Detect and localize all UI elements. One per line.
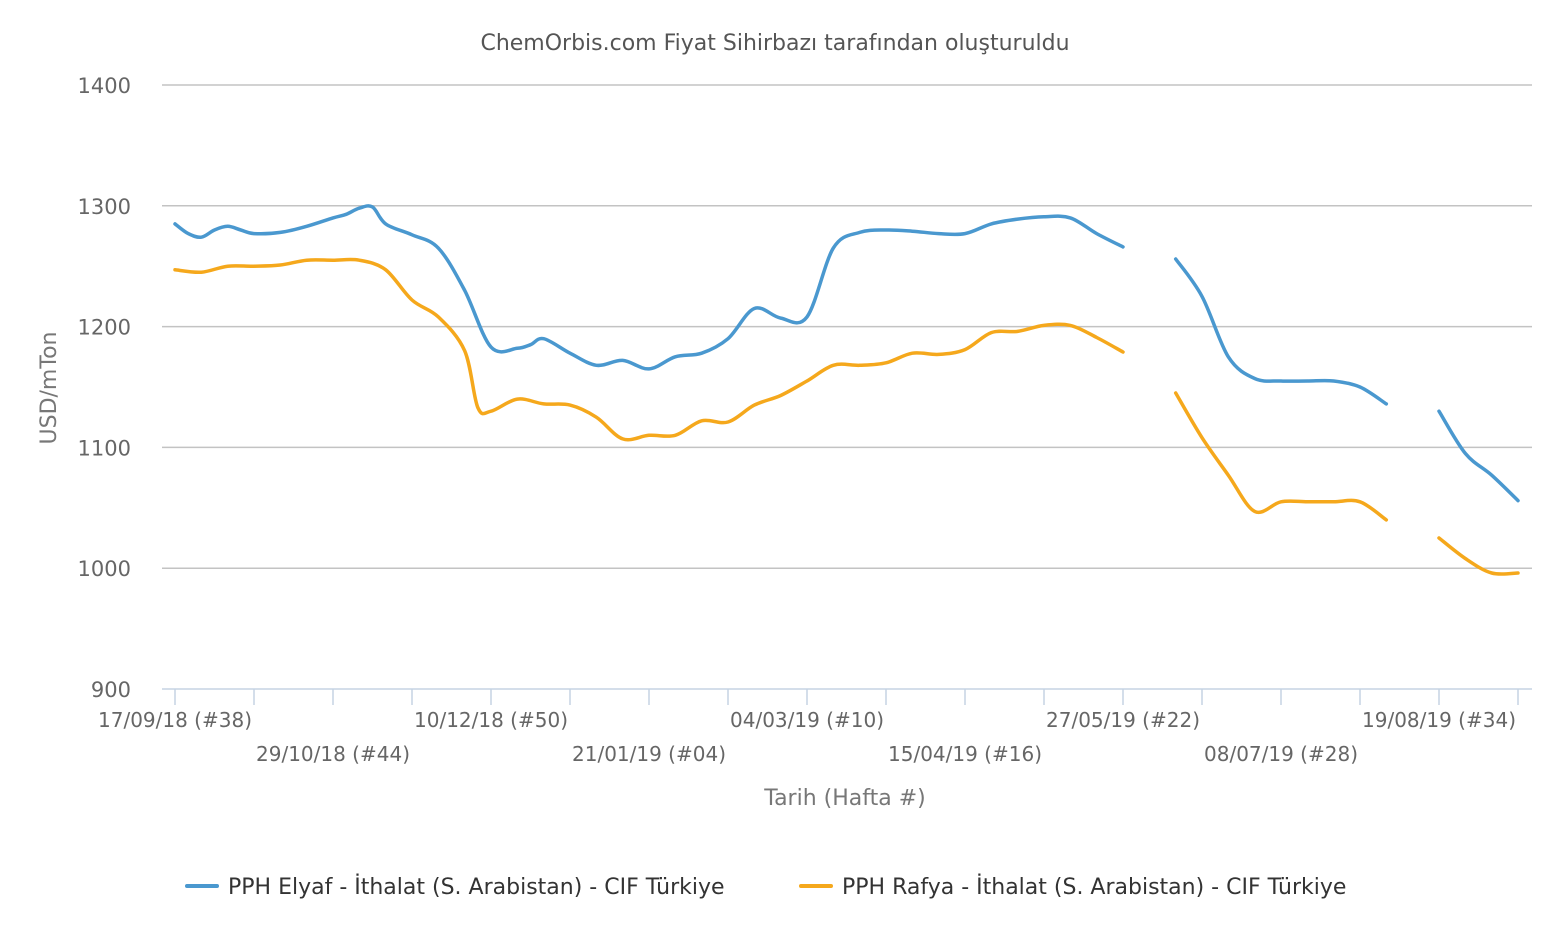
series-2-line-segment-3 <box>1437 536 1520 576</box>
x-tick-label: 21/01/19 (#04) <box>572 742 726 766</box>
x-tick-label: 19/08/19 (#34) <box>1362 708 1516 732</box>
y-axis-title: USD/mTon <box>37 332 62 445</box>
x-tick-label: 10/12/18 (#50) <box>414 708 568 732</box>
gridlines <box>162 84 1532 569</box>
chart-subtitle: ChemOrbis.com Fiyat Sihirbazı tarafından… <box>480 31 1069 56</box>
legend-item-rafya[interactable]: PPH Rafya - İthalat (S. Arabistan) - CIF… <box>799 874 1346 900</box>
legend-label-rafya: PPH Rafya - İthalat (S. Arabistan) - CIF… <box>842 874 1346 900</box>
series-1-line-segment-2 <box>1173 257 1389 406</box>
y-tick-label: 900 <box>91 678 131 702</box>
legend: PPH Elyaf - İthalat (S. Arabistan) - CIF… <box>185 874 1346 900</box>
y-tick-label: 1300 <box>78 195 131 219</box>
x-tick-label: 08/07/19 (#28) <box>1204 742 1358 766</box>
x-tick-label: 29/10/18 (#44) <box>256 742 410 766</box>
series-1-line-segment-3 <box>1437 409 1520 503</box>
x-tick-label: 04/03/19 (#10) <box>730 708 884 732</box>
x-axis-ticks: 17/09/18 (#38)29/10/18 (#44)10/12/18 (#5… <box>98 689 1519 766</box>
series-lines <box>173 204 1520 576</box>
x-tick-label: 17/09/18 (#38) <box>98 708 252 732</box>
legend-item-elyaf[interactable]: PPH Elyaf - İthalat (S. Arabistan) - CIF… <box>185 874 725 900</box>
y-axis-ticks: 900 1000 1100 1200 1300 1400 <box>78 74 131 702</box>
y-tick-label: 1200 <box>78 316 131 340</box>
legend-label-elyaf: PPH Elyaf - İthalat (S. Arabistan) - CIF… <box>228 874 725 900</box>
x-axis-title: Tarih (Hafta #) <box>763 786 925 811</box>
x-tick-label: 27/05/19 (#22) <box>1046 708 1200 732</box>
series-1-line-segment-1 <box>173 204 1125 371</box>
series-2-line-segment-1 <box>173 257 1125 442</box>
x-tick-label: 15/04/19 (#16) <box>888 742 1042 766</box>
y-tick-label: 1400 <box>78 74 131 98</box>
y-tick-label: 1100 <box>78 436 131 460</box>
series-2-line-segment-2 <box>1173 391 1389 522</box>
y-tick-label: 1000 <box>78 557 131 581</box>
